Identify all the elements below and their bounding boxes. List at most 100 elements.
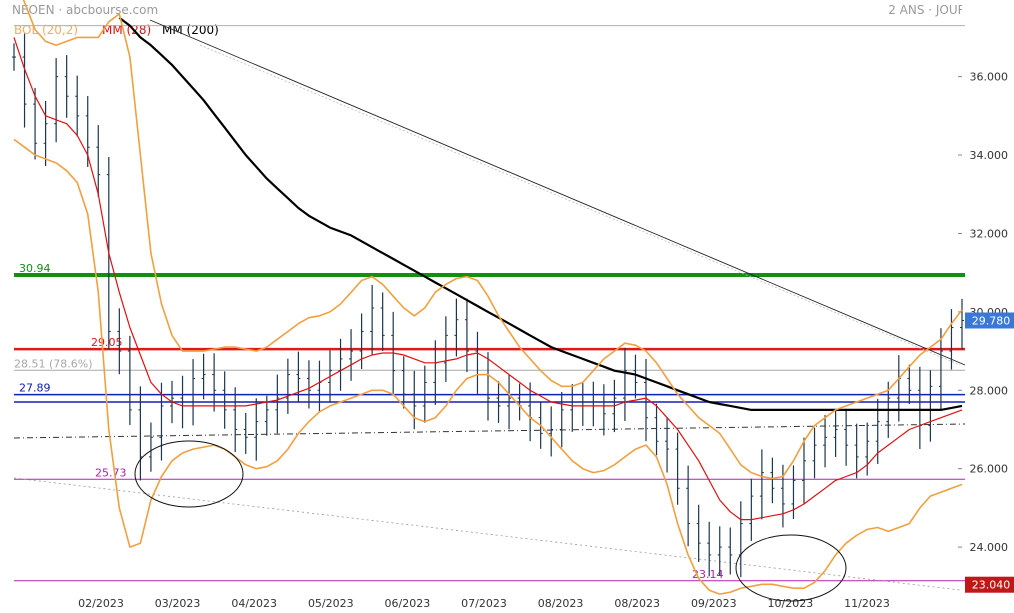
- y-axis-area: [962, 0, 1014, 613]
- price-bar: [844, 408, 849, 466]
- y-tick-label: 24.000: [970, 541, 1009, 554]
- price-bar: [96, 125, 101, 197]
- price-bar: [717, 526, 722, 576]
- level-23-14-label: 23.14: [692, 568, 724, 581]
- price-bar: [759, 449, 764, 520]
- x-tick-label: 11/2023: [844, 597, 890, 610]
- price-bar: [644, 358, 648, 442]
- price-bar: [633, 354, 638, 399]
- level-27-89-label: 27.89: [19, 382, 51, 395]
- price-bar: [738, 501, 743, 578]
- price-bar: [496, 381, 501, 423]
- price-bar: [75, 75, 80, 137]
- price-bar: [401, 356, 406, 409]
- price-bar: [928, 370, 933, 442]
- price-bar: [486, 352, 490, 421]
- x-tick-label: 08/2023: [614, 597, 660, 610]
- x-tick-label: 06/2023: [385, 597, 431, 610]
- price-bar: [475, 331, 480, 394]
- price-bar: [686, 465, 691, 547]
- low-price-tag: 23.040: [972, 579, 1011, 592]
- y-tick-label: 34.000: [970, 149, 1009, 162]
- price-bar: [422, 365, 427, 423]
- price-bar: [949, 309, 954, 370]
- trendline-resistance: [149, 19, 966, 366]
- price-bar: [222, 371, 227, 429]
- annotation-ellipse-october: [735, 534, 847, 602]
- price-bar: [865, 422, 870, 476]
- price-bar: [812, 427, 817, 479]
- price-bar: [938, 328, 943, 410]
- x-tick-label: 03/2023: [155, 597, 201, 610]
- x-tick-label: 05/2023: [308, 597, 354, 610]
- x-tick-label: 09/2023: [691, 597, 737, 610]
- price-bar: [507, 374, 512, 430]
- price-bar: [833, 409, 838, 457]
- price-bar: [12, 43, 16, 71]
- y-tick-label: 32.000: [970, 227, 1009, 240]
- price-bar: [359, 313, 364, 370]
- price-bar: [823, 415, 828, 468]
- price-bar: [191, 359, 196, 426]
- y-tick-label: 26.000: [970, 463, 1009, 476]
- price-bar: [233, 387, 238, 453]
- price-bar: [338, 338, 343, 391]
- price-bar: [770, 457, 775, 504]
- price-bar: [43, 100, 48, 167]
- last-price-tag: 29.780: [972, 314, 1011, 327]
- price-bar: [138, 386, 143, 481]
- level-29-05-label: 29.05: [91, 336, 123, 349]
- price-bar: [601, 384, 606, 436]
- x-tick-label: 07/2023: [461, 597, 507, 610]
- price-bar: [591, 381, 596, 427]
- price-bar: [22, 33, 27, 128]
- price-bar: [707, 521, 712, 577]
- level-30-94-label: 30.94: [19, 262, 51, 275]
- chart-header-title: NEOEN · abcbourse.com: [12, 3, 159, 17]
- price-bar: [296, 351, 301, 402]
- price-bar: [380, 292, 385, 351]
- trendline-support: [13, 423, 966, 439]
- price-bar: [907, 364, 912, 405]
- price-bars: [12, 33, 964, 578]
- legend-mm28: MM (28): [102, 23, 152, 37]
- series-line-mm-200-: [118, 16, 963, 411]
- price-bar: [654, 403, 659, 456]
- x-tick-label: 08/2023: [538, 597, 584, 610]
- price-bar: [117, 308, 122, 375]
- price-bar: [254, 398, 259, 461]
- level-28-51-label: 28.51 (78.6%): [14, 357, 93, 370]
- price-bar: [275, 374, 280, 434]
- x-tick-label: 04/2023: [231, 597, 277, 610]
- price-bar: [802, 437, 806, 504]
- last-price-tag-bg: [965, 312, 1014, 329]
- annotation-ellipse-march: [134, 440, 244, 508]
- price-bar: [317, 360, 322, 413]
- price-bar: [580, 382, 585, 426]
- legend-bollinger: BOL (20,2): [14, 23, 79, 37]
- price-bar: [464, 298, 469, 373]
- price-bar: [127, 335, 132, 426]
- series-line-mm-28-: [13, 37, 963, 521]
- price-bar: [285, 358, 290, 414]
- price-bar: [570, 383, 575, 432]
- price-bar: [201, 353, 206, 400]
- price-bar: [33, 87, 38, 160]
- price-bar: [622, 347, 627, 421]
- price-bar: [728, 527, 733, 575]
- price-bar: [675, 432, 680, 505]
- x-tick-label: 10/2023: [768, 597, 814, 610]
- price-bar: [412, 370, 417, 430]
- x-tick-label: 02/2023: [78, 597, 124, 610]
- price-bar: [54, 58, 59, 143]
- price-bar: [159, 382, 164, 461]
- price-bar: [212, 353, 217, 412]
- trendline-dotted: [199, 44, 961, 366]
- price-bar: [243, 412, 248, 454]
- level-25-73-label: 25.73: [95, 466, 127, 479]
- series-line-bol-sup: [22, 0, 963, 480]
- chart-header-period: 2 ANS · JOUR: [888, 3, 966, 17]
- price-bar: [749, 478, 754, 541]
